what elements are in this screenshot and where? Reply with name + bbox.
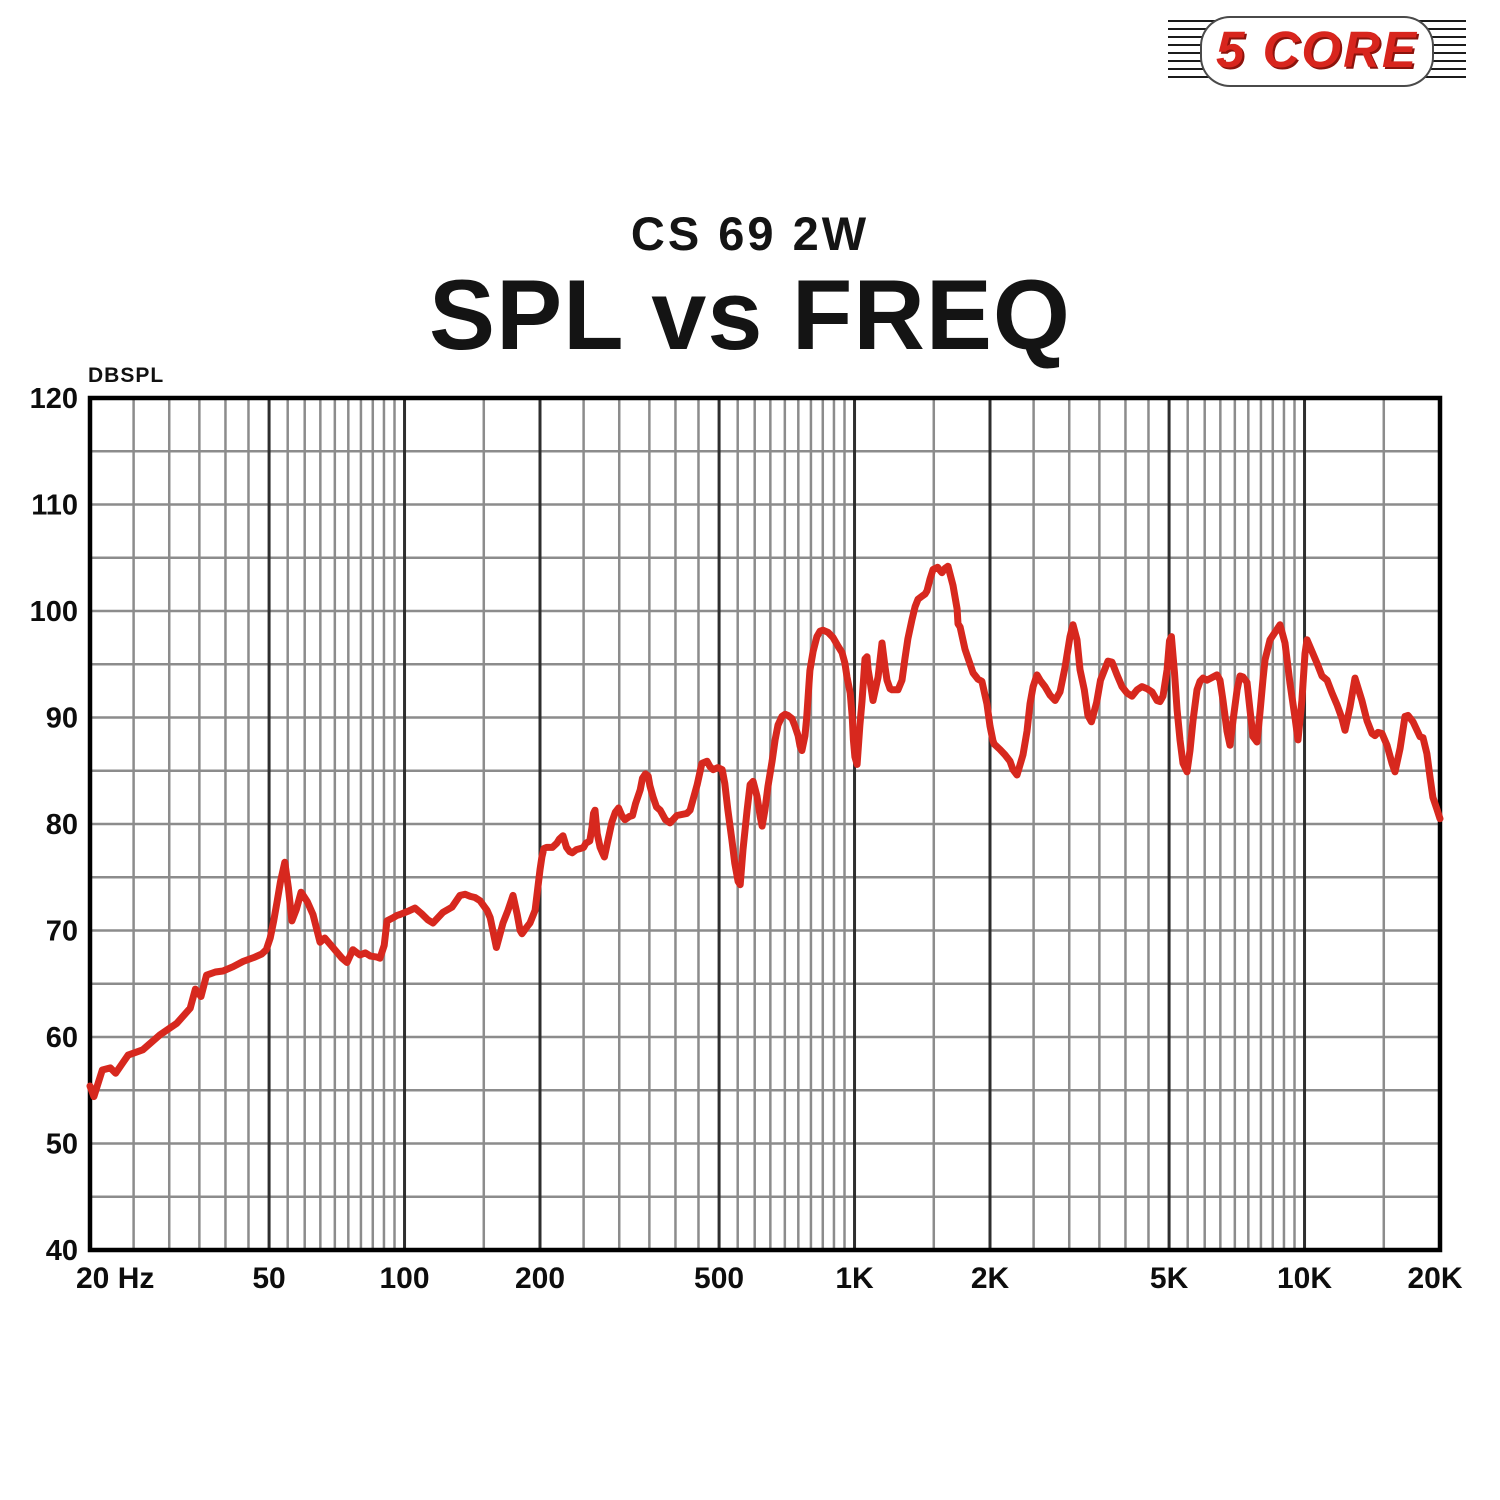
x-tick-label: 5K	[1150, 1262, 1189, 1295]
x-tick-label: 20 Hz	[76, 1262, 154, 1295]
y-tick-label: 110	[31, 490, 78, 522]
x-tick-label: 20K	[1407, 1262, 1462, 1295]
y-tick-label: 90	[46, 703, 78, 735]
brand-logo: 5 CORE	[1168, 14, 1466, 88]
y-axis-label: DBSPL	[88, 364, 165, 387]
spl-curve	[86, 562, 1444, 1101]
plot-frame	[87, 395, 1443, 1253]
y-tick-label: 40	[46, 1235, 78, 1267]
chart-subtitle: CS 69 2W	[630, 207, 870, 260]
logo-text: 5 CORE	[1202, 17, 1432, 85]
x-tick-label: 1K	[835, 1262, 874, 1295]
x-tick-label: 50	[252, 1262, 285, 1295]
y-tick-label: 80	[46, 809, 78, 841]
y-tick-label: 50	[46, 1129, 78, 1161]
y-tick-label: 120	[30, 383, 78, 415]
x-tick-label: 500	[694, 1262, 744, 1295]
y-tick-label: 60	[46, 1022, 78, 1054]
x-tick-label: 2K	[971, 1262, 1010, 1295]
y-tick-label: 100	[30, 596, 78, 628]
chart-title: SPL vs FREQ	[429, 259, 1071, 370]
x-tick-label: 100	[380, 1262, 430, 1295]
x-tick-label: 200	[515, 1262, 565, 1295]
x-tick-label: 10K	[1277, 1262, 1332, 1295]
chart-header: CS 69 2W SPL vs FREQ	[0, 206, 1500, 364]
y-tick-label: 70	[46, 916, 78, 948]
